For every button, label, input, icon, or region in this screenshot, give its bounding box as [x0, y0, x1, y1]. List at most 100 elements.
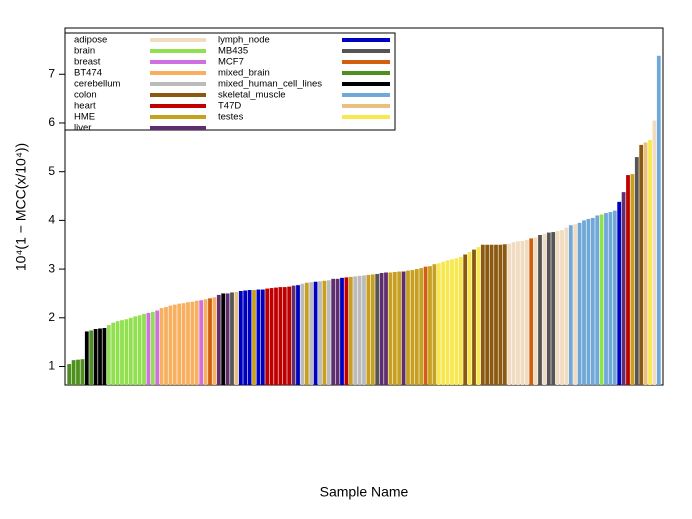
bar: [296, 285, 300, 385]
bar: [551, 232, 556, 385]
legend-label: lymph_node: [218, 35, 270, 46]
legend-label: mixed_human_cell_lines: [218, 79, 322, 90]
bar: [313, 281, 318, 385]
bar: [454, 258, 459, 385]
bar: [309, 282, 314, 385]
bar: [282, 287, 287, 385]
bar: [230, 292, 234, 385]
bar: [260, 289, 265, 385]
bar: [538, 234, 542, 385]
legend-label: heart: [74, 101, 96, 112]
bar: [98, 328, 102, 385]
legend-label: testes: [218, 112, 244, 123]
y-tick-label: 6: [48, 115, 55, 129]
bar: [287, 286, 292, 385]
bar: [370, 274, 375, 385]
bar: [406, 270, 410, 385]
bar: [621, 192, 626, 385]
bar: [84, 331, 89, 385]
bar: [278, 287, 283, 385]
bar: [480, 244, 485, 385]
bar: [238, 291, 243, 385]
bar: [590, 217, 595, 385]
bar: [520, 240, 525, 385]
bar: [80, 359, 85, 385]
bar: [111, 322, 116, 385]
bar: [529, 238, 534, 385]
bar: [472, 249, 476, 385]
bar: [379, 272, 384, 385]
bar: [577, 222, 582, 385]
bar: [150, 311, 155, 385]
bar: [168, 305, 173, 385]
bar: [186, 302, 190, 385]
bar: [208, 298, 212, 385]
bar: [626, 175, 630, 385]
bar: [612, 210, 617, 385]
bar: [511, 242, 516, 385]
bar: [146, 312, 151, 385]
bar: [194, 300, 199, 385]
bar: [414, 269, 419, 385]
legend-label: MCF7: [218, 57, 244, 68]
bar: [212, 297, 217, 385]
y-tick-label: 3: [48, 261, 55, 275]
bar: [128, 317, 133, 385]
bar: [419, 268, 424, 385]
legend-label: BT474: [74, 68, 102, 79]
x-axis-label: Sample Name: [320, 484, 409, 500]
bar: [533, 237, 538, 385]
bar: [177, 303, 182, 385]
legend-label: adipose: [74, 35, 107, 46]
bar: [252, 290, 256, 385]
bar: [106, 325, 111, 385]
bar: [410, 270, 415, 385]
bar: [300, 283, 305, 385]
bar: [331, 278, 336, 385]
bar: [225, 293, 230, 385]
bar: [340, 277, 344, 385]
bar: [432, 264, 437, 385]
bar: [348, 276, 353, 385]
bar: [401, 271, 406, 385]
bar: [247, 290, 252, 385]
bar: [546, 232, 551, 385]
legend-label: colon: [74, 90, 97, 101]
bar: [375, 273, 380, 385]
bar: [595, 215, 600, 385]
y-tick-label: 4: [48, 213, 55, 227]
legend-label: breast: [74, 57, 101, 68]
bar: [502, 244, 507, 385]
legend-label: cerebellum: [74, 79, 121, 90]
y-tick-label: 2: [48, 310, 55, 324]
bar: [93, 328, 98, 385]
bar: [76, 359, 80, 385]
legend-label: HME: [74, 112, 95, 123]
bar: [164, 307, 168, 385]
bar: [344, 277, 349, 385]
bar: [445, 260, 450, 385]
bar: [494, 244, 498, 385]
bar: [137, 315, 142, 385]
bar: [256, 289, 261, 385]
y-tick-label: 7: [48, 66, 55, 80]
bar: [441, 261, 446, 385]
bar: [362, 275, 366, 385]
bar: [384, 272, 388, 385]
bar: [542, 234, 547, 385]
legend-label: liver: [74, 123, 91, 134]
bar: [133, 316, 138, 385]
bar: [366, 274, 371, 385]
legend-label: T47D: [218, 101, 241, 112]
bar: [142, 313, 146, 385]
bar: [507, 243, 512, 385]
bar: [639, 144, 644, 385]
bar: [648, 140, 652, 385]
bar: [524, 239, 529, 385]
bar: [388, 272, 393, 385]
bar: [304, 282, 309, 385]
bar: [467, 252, 472, 385]
bar: [172, 304, 177, 385]
bar: [555, 231, 560, 385]
